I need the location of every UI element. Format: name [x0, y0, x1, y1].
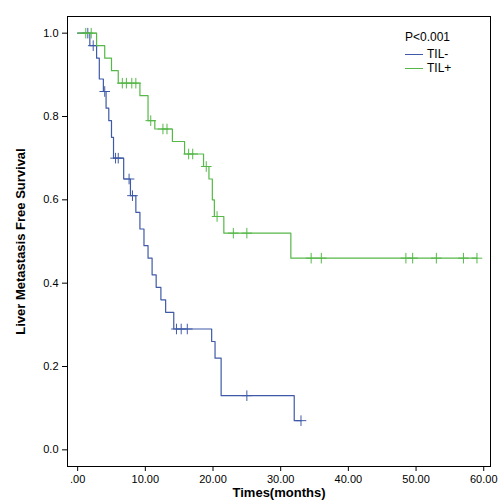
svg-text:20.00: 20.00	[199, 473, 227, 485]
html-text:TIL-: TIL-	[427, 47, 449, 61]
svg-text:60.00: 60.00	[470, 473, 498, 485]
svg-text:10.00: 10.00	[132, 473, 160, 485]
svg-text:0.2: 0.2	[43, 360, 58, 372]
svg-text:0.8: 0.8	[43, 110, 58, 122]
svg-text:0.6: 0.6	[43, 193, 58, 205]
svg-text:40.00: 40.00	[335, 473, 363, 485]
svg-text:Liver Metastasis Free Survival: Liver Metastasis Free Survival	[13, 148, 28, 334]
html-text:P<0.001: P<0.001	[405, 30, 450, 44]
svg-text:0.4: 0.4	[43, 277, 58, 289]
svg-text:Times(months): Times(months)	[233, 485, 326, 500]
svg-text:1.0: 1.0	[43, 27, 58, 39]
svg-text:.00: .00	[70, 473, 85, 485]
svg-text:0.0: 0.0	[43, 443, 58, 455]
svg-text:30.00: 30.00	[267, 473, 295, 485]
html-text:TIL+: TIL+	[427, 61, 452, 75]
svg-text:50.00: 50.00	[402, 473, 430, 485]
